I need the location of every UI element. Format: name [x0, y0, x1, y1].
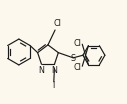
Text: N: N [51, 66, 57, 75]
Text: Cl: Cl [54, 19, 62, 28]
Text: Cl: Cl [73, 39, 81, 48]
Text: l: l [53, 81, 55, 90]
Text: N: N [38, 66, 44, 75]
Text: S: S [71, 54, 76, 63]
Text: Cl: Cl [73, 63, 81, 72]
